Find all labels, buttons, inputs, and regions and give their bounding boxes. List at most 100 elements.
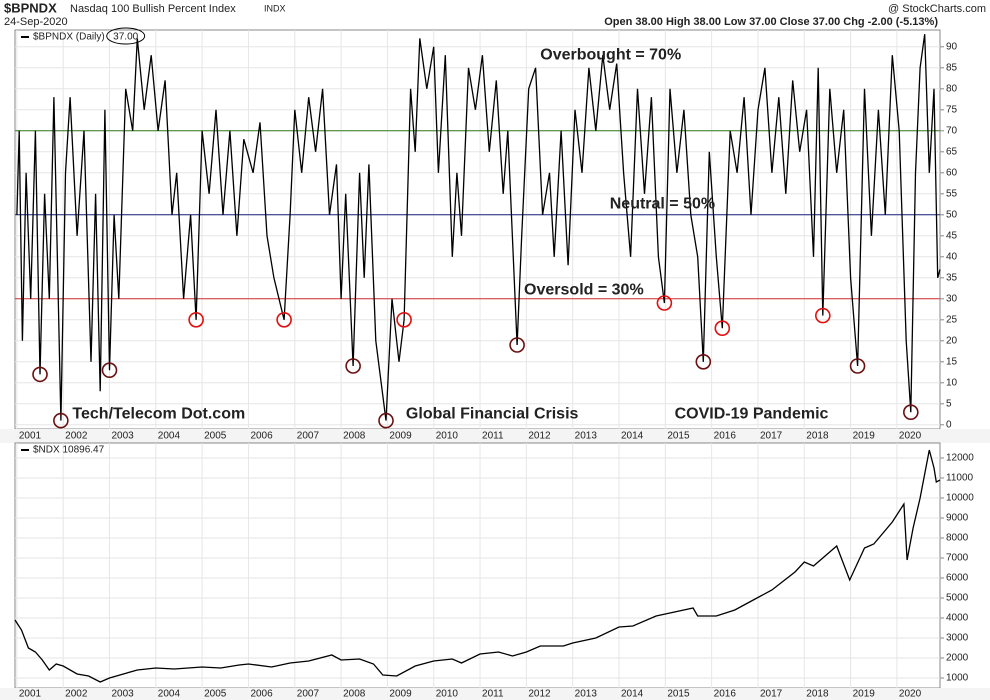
reference-label: Overbought = 70%	[540, 46, 681, 63]
y-tick-label: 6000	[946, 573, 969, 584]
x-tick-label: 2020	[899, 431, 922, 442]
x-tick-label: 2007	[297, 689, 320, 700]
x-tick-label: 2018	[806, 689, 829, 700]
x-tick-label: 2008	[343, 689, 366, 700]
y-tick-label: 9000	[946, 513, 969, 524]
y-tick-label: 90	[946, 41, 958, 52]
annotation: Global Financial Crisis	[406, 406, 579, 423]
exchange: INDX	[264, 3, 286, 13]
y-tick-label: 20	[946, 335, 958, 346]
y-tick-label: 25	[946, 314, 958, 325]
y-tick-label: 10	[946, 377, 958, 388]
low-marker	[396, 311, 412, 328]
y-tick-label: 40	[946, 251, 958, 262]
y-tick-label: 55	[946, 188, 958, 199]
x-tick-label: 2017	[760, 689, 783, 700]
y-tick-label: 45	[946, 230, 958, 241]
bottom-panel	[14, 442, 941, 689]
x-tick-label: 2019	[853, 431, 876, 442]
symbol: $BPNDX	[4, 0, 57, 15]
y-tick-label: 75	[946, 104, 958, 115]
x-tick-label: 2003	[111, 689, 134, 700]
x-tick-label: 2005	[204, 689, 227, 700]
x-tick-label: 2013	[575, 689, 598, 700]
annotation: Tech/Telecom Dot.com	[72, 406, 245, 423]
x-tick-label: 2009	[389, 431, 412, 442]
x-tick-label: 2014	[621, 431, 644, 442]
y-tick-label: 60	[946, 167, 958, 178]
y-tick-label: 35	[946, 272, 958, 283]
y-tick-label: 5000	[946, 593, 969, 604]
y-tick-label: 5	[946, 398, 952, 409]
x-tick-label: 2013	[575, 431, 598, 442]
y-tick-label: 7000	[946, 553, 969, 564]
x-tick-label: 2008	[343, 431, 366, 442]
y-tick-label: 4000	[946, 613, 969, 624]
source: @ StockCharts.com	[888, 3, 986, 15]
x-tick-label: 2011	[482, 689, 504, 700]
y-tick-label: 50	[946, 209, 958, 220]
x-tick-label: 2005	[204, 431, 227, 442]
date: 24-Sep-2020	[4, 16, 68, 28]
index-name: Nasdaq 100 Bullish Percent Index	[70, 3, 236, 15]
x-tick-label: 2001	[19, 431, 42, 442]
y-tick-label: 0	[946, 419, 952, 430]
y-tick-label: 85	[946, 62, 958, 73]
y-tick-label: 1000	[946, 673, 969, 684]
x-tick-label: 2002	[65, 689, 88, 700]
annotation: COVID-19 Pandemic	[675, 406, 829, 423]
last-value: 37.00	[113, 32, 138, 43]
reference-label: Oversold = 30%	[524, 282, 644, 299]
legend: $NDX 10896.47	[33, 445, 105, 456]
x-tick-label: 2015	[667, 689, 690, 700]
low-marker	[276, 311, 292, 328]
y-tick-label: 30	[946, 293, 958, 304]
y-tick-label: 8000	[946, 533, 969, 544]
low-marker	[378, 412, 394, 429]
y-tick-label: 80	[946, 83, 958, 94]
low-marker	[32, 366, 48, 383]
x-tick-label: 2006	[250, 431, 273, 442]
x-tick-label: 2019	[853, 689, 876, 700]
low-marker	[656, 295, 673, 311]
x-tick-label: 2009	[389, 689, 412, 700]
low-marker	[101, 362, 118, 379]
y-tick-label: 10000	[946, 493, 974, 504]
last-value-ring	[106, 27, 146, 45]
x-tick-label: 2017	[760, 431, 783, 442]
x-tick-label: 2010	[436, 689, 459, 700]
x-tick-label: 2006	[250, 689, 273, 700]
low-marker	[903, 404, 919, 421]
x-tick-label: 2015	[667, 431, 690, 442]
y-tick-label: 11000	[946, 473, 974, 484]
low-marker	[345, 358, 361, 374]
x-tick-label: 2016	[714, 689, 737, 700]
low-marker	[53, 412, 69, 429]
x-tick-label: 2004	[158, 689, 181, 700]
low-marker	[509, 337, 525, 353]
x-tick-label: 2012	[528, 689, 551, 700]
x-tick-label: 2002	[65, 431, 88, 442]
x-tick-label: 2016	[714, 431, 737, 442]
x-tick-label: 2020	[899, 689, 922, 700]
low-marker	[714, 320, 731, 337]
y-tick-label: 65	[946, 146, 958, 157]
x-tick-label: 2018	[806, 431, 829, 442]
y-tick-label: 70	[946, 125, 958, 136]
x-tick-label: 2012	[528, 431, 551, 442]
x-tick-label: 2014	[621, 689, 644, 700]
legend: $BPNDX (Daily)	[33, 32, 105, 43]
price-line	[16, 34, 941, 421]
axis-band	[0, 429, 990, 443]
low-marker	[815, 307, 831, 324]
low-marker	[695, 353, 712, 370]
axis-band	[0, 688, 990, 700]
x-tick-label: 2011	[482, 431, 504, 442]
y-tick-label: 3000	[946, 633, 969, 644]
y-tick-label: 15	[946, 356, 958, 367]
y-tick-label: 12000	[946, 453, 974, 464]
quote: Open 38.00 High 38.00 Low 37.00 Close 37…	[604, 16, 938, 28]
low-marker	[188, 311, 204, 328]
y-tick-label: 2000	[946, 653, 969, 664]
